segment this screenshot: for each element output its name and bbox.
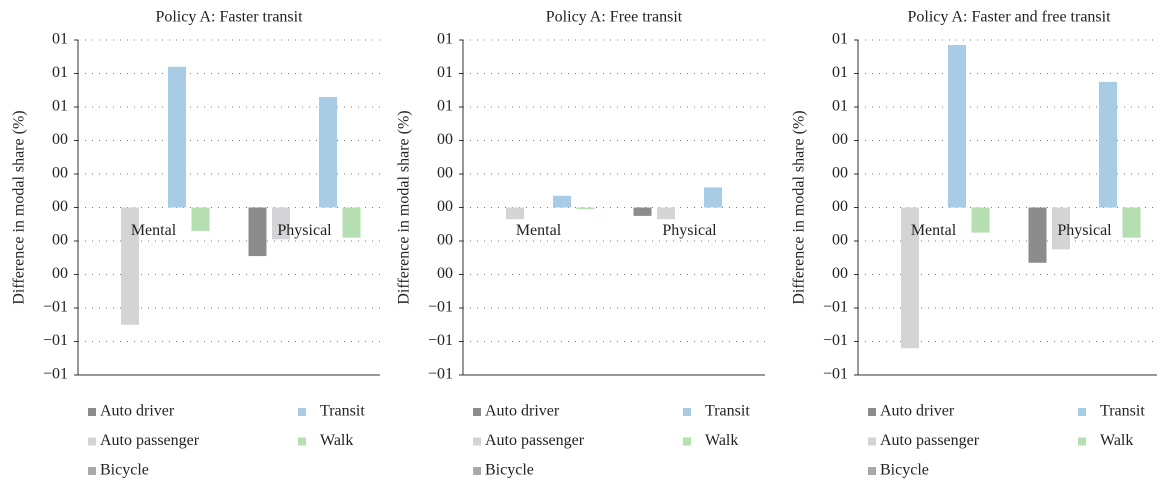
- category-label: Mental: [131, 222, 177, 239]
- category-label: Physical: [1057, 222, 1112, 239]
- legend-label: Transit: [320, 403, 365, 420]
- y-tick-label: 01: [437, 31, 453, 48]
- bar: [1099, 81, 1117, 208]
- bar: [553, 195, 571, 208]
- legend-label: Bicycle: [485, 462, 534, 479]
- y-tick-label: −01: [428, 299, 453, 316]
- legend-label: Auto driver: [100, 403, 175, 420]
- legend-label: Bicycle: [880, 462, 929, 479]
- y-tick-label: 00: [832, 165, 848, 182]
- chart-title: Policy A: Free transit: [546, 9, 683, 26]
- bar: [248, 207, 267, 257]
- bar: [506, 207, 524, 220]
- legend-label: Bicycle: [100, 462, 149, 479]
- y-tick-label: 00: [437, 165, 453, 182]
- legend-label: Transit: [705, 403, 750, 420]
- legend-swatch: [868, 408, 876, 416]
- y-axis-label: Difference in modal share (%): [11, 110, 28, 304]
- legend-swatch: [1078, 437, 1086, 446]
- legend-label: Walk: [320, 432, 353, 449]
- y-tick-label: 01: [52, 98, 68, 115]
- y-tick-label: 00: [52, 165, 68, 182]
- legend-label: Auto driver: [880, 403, 955, 420]
- bar: [168, 66, 186, 208]
- category-label: Physical: [662, 222, 717, 239]
- y-tick-label: 00: [437, 131, 453, 148]
- legend-label: Auto passenger: [880, 432, 980, 449]
- bar: [657, 207, 675, 220]
- y-tick-label: 00: [52, 198, 68, 215]
- y-tick-label: 00: [832, 232, 848, 249]
- y-tick-label: 01: [832, 31, 848, 48]
- y-axis-label: Difference in modal share (%): [396, 110, 413, 304]
- legend-swatch: [88, 437, 96, 446]
- y-tick-label: 01: [437, 64, 453, 81]
- bar: [948, 45, 966, 208]
- legend-swatch: [88, 467, 96, 475]
- y-tick-label: −01: [428, 366, 453, 383]
- legend-swatch: [868, 437, 876, 446]
- bar: [191, 207, 210, 231]
- y-tick-label: 00: [437, 265, 453, 282]
- y-tick-label: −01: [823, 299, 848, 316]
- legend-swatch: [1078, 408, 1086, 416]
- y-tick-label: 00: [832, 265, 848, 282]
- y-tick-label: −01: [823, 366, 848, 383]
- bar: [272, 207, 290, 240]
- y-tick-label: −01: [43, 332, 68, 349]
- y-tick-label: −01: [43, 299, 68, 316]
- chart-title: Policy A: Faster and free transit: [907, 9, 1111, 26]
- y-tick-label: 00: [52, 232, 68, 249]
- legend-swatch: [473, 437, 481, 446]
- y-tick-label: 00: [52, 131, 68, 148]
- bar: [633, 207, 652, 216]
- y-tick-label: −01: [823, 332, 848, 349]
- bar: [971, 207, 990, 233]
- bar: [901, 207, 919, 349]
- category-label: Mental: [516, 222, 562, 239]
- y-tick-label: 00: [832, 198, 848, 215]
- chart-title: Policy A: Faster transit: [155, 9, 303, 26]
- y-tick-label: −01: [43, 366, 68, 383]
- bar: [319, 96, 337, 208]
- legend-swatch: [298, 437, 306, 446]
- legend-label: Walk: [705, 432, 738, 449]
- legend-swatch: [298, 408, 306, 416]
- bar: [121, 207, 139, 325]
- bar: [342, 207, 361, 238]
- legend-swatch: [683, 437, 691, 446]
- legend-label: Walk: [1100, 432, 1133, 449]
- bar: [1052, 207, 1070, 250]
- bar: [576, 207, 595, 210]
- y-tick-label: 01: [832, 98, 848, 115]
- y-tick-label: 01: [832, 64, 848, 81]
- legend-label: Auto passenger: [100, 432, 200, 449]
- y-tick-label: 00: [52, 265, 68, 282]
- legend-label: Auto driver: [485, 403, 560, 420]
- y-tick-label: 01: [52, 64, 68, 81]
- legend-swatch: [683, 408, 691, 416]
- legend-swatch: [868, 467, 876, 475]
- y-tick-label: 00: [437, 232, 453, 249]
- legend-swatch: [473, 467, 481, 475]
- legend-label: Auto passenger: [485, 432, 585, 449]
- y-tick-label: 01: [437, 98, 453, 115]
- y-tick-label: −01: [428, 332, 453, 349]
- y-tick-label: 00: [832, 131, 848, 148]
- y-axis-label: Difference in modal share (%): [791, 110, 808, 304]
- bar: [704, 187, 722, 208]
- legend-swatch: [88, 408, 96, 416]
- bar: [1122, 207, 1141, 238]
- legend-label: Transit: [1100, 403, 1145, 420]
- legend-swatch: [473, 408, 481, 416]
- y-tick-label: 01: [52, 31, 68, 48]
- category-label: Mental: [911, 222, 957, 239]
- category-label: Physical: [277, 222, 332, 239]
- y-tick-label: 00: [437, 198, 453, 215]
- bar: [1028, 207, 1047, 263]
